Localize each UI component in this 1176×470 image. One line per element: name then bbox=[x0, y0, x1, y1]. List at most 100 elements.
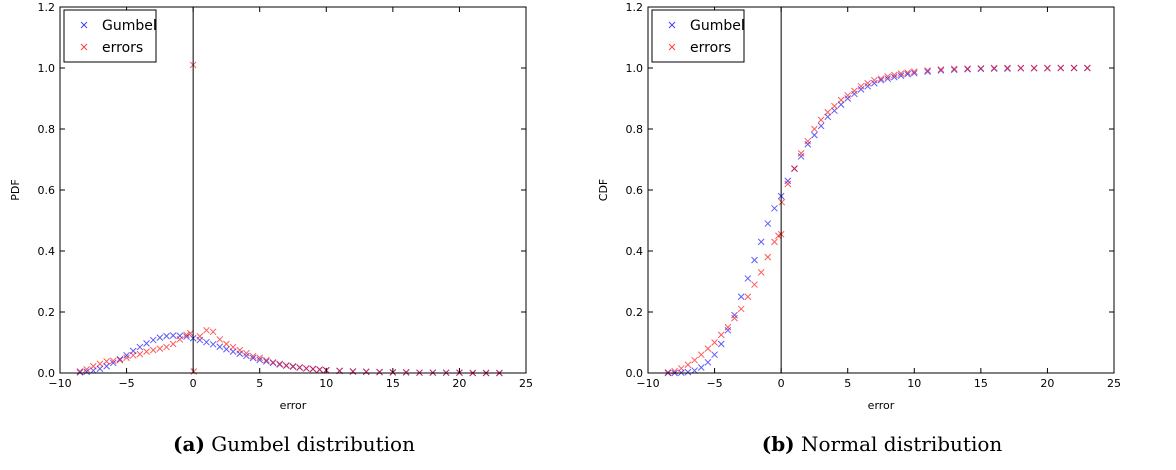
data-point bbox=[169, 332, 177, 339]
data-point bbox=[96, 365, 104, 373]
series-errors-markers bbox=[76, 61, 503, 377]
series-errors-markers bbox=[664, 64, 1091, 376]
data-point bbox=[778, 198, 786, 206]
data-point bbox=[977, 64, 985, 72]
data-point bbox=[123, 354, 130, 362]
data-point bbox=[129, 351, 137, 359]
data-point bbox=[724, 326, 732, 334]
x-tick-label: 5 bbox=[844, 377, 851, 390]
data-point bbox=[844, 92, 852, 99]
data-point bbox=[190, 368, 198, 375]
data-point bbox=[156, 334, 164, 341]
data-point bbox=[817, 116, 825, 124]
data-point bbox=[757, 238, 765, 246]
y-tick-label: 0.4 bbox=[38, 245, 56, 258]
data-point bbox=[216, 336, 224, 343]
data-point bbox=[877, 76, 885, 84]
data-point bbox=[904, 70, 911, 78]
data-point bbox=[156, 345, 164, 352]
data-point bbox=[904, 69, 911, 76]
data-point bbox=[910, 69, 918, 77]
caption-b: (b) Normal distribution bbox=[588, 432, 1176, 456]
x-axis-label: error bbox=[868, 399, 895, 412]
data-point bbox=[276, 360, 284, 368]
data-point bbox=[684, 368, 692, 376]
data-point bbox=[96, 360, 104, 368]
data-point bbox=[183, 331, 190, 339]
y-tick-label: 1.0 bbox=[38, 62, 56, 75]
x-tick-label: 25 bbox=[1107, 377, 1121, 390]
data-point bbox=[263, 358, 270, 365]
data-point bbox=[950, 66, 958, 74]
data-point bbox=[771, 204, 778, 212]
data-point bbox=[1004, 64, 1011, 72]
cdf-chart: −10 −5 0 5 10 15 20 25 0.0 0.2 0.4 0.6 0.8 1.0 1.2 erro… bbox=[597, 1, 1121, 412]
data-point bbox=[76, 368, 84, 375]
data-point bbox=[103, 362, 110, 370]
x-tick-label: −5 bbox=[706, 377, 722, 390]
data-point bbox=[764, 220, 772, 227]
x-tick-label: −10 bbox=[48, 377, 71, 390]
data-point bbox=[83, 368, 90, 376]
data-point bbox=[89, 362, 97, 370]
data-point bbox=[203, 338, 210, 346]
data-point bbox=[731, 311, 738, 319]
x-tick-label: 0 bbox=[778, 377, 785, 390]
y-tick-label: 0.0 bbox=[626, 367, 644, 380]
data-point bbox=[143, 340, 150, 347]
caption-b-label: (b) bbox=[761, 432, 795, 456]
data-point bbox=[811, 125, 818, 133]
data-point bbox=[831, 102, 838, 110]
data-point bbox=[711, 351, 718, 359]
data-point bbox=[289, 362, 297, 370]
data-point bbox=[784, 177, 792, 185]
data-point bbox=[109, 359, 117, 367]
data-point bbox=[256, 354, 264, 362]
chart-panel-b: −10 −5 0 5 10 15 20 25 0.0 0.2 0.4 0.6 0.8 1.0 1.2 erro… bbox=[588, 0, 1176, 470]
data-point bbox=[697, 351, 705, 359]
y-tick-label: 1.0 bbox=[626, 62, 644, 75]
legend-marker bbox=[668, 43, 676, 51]
y-tick-label: 0.2 bbox=[626, 306, 644, 319]
data-point bbox=[302, 365, 310, 372]
x-tick-label: 0 bbox=[190, 377, 197, 390]
data-point bbox=[223, 340, 230, 348]
legend-marker bbox=[80, 43, 88, 51]
data-point bbox=[136, 350, 144, 358]
data-point bbox=[169, 340, 177, 348]
y-tick-label: 1.2 bbox=[38, 1, 56, 14]
data-point bbox=[924, 68, 931, 76]
data-point bbox=[851, 90, 858, 98]
legend-box bbox=[651, 9, 745, 63]
data-point bbox=[1057, 64, 1065, 72]
data-point bbox=[704, 345, 712, 352]
data-point bbox=[937, 66, 945, 73]
legend-label: Gumbel bbox=[690, 18, 745, 34]
data-point bbox=[897, 72, 905, 79]
data-point bbox=[857, 85, 865, 93]
data-point bbox=[757, 268, 765, 276]
data-point bbox=[784, 180, 792, 188]
data-point bbox=[737, 293, 745, 301]
data-point bbox=[1017, 64, 1025, 72]
legend-label: errors bbox=[690, 40, 731, 56]
data-point bbox=[751, 281, 758, 288]
legend-marker bbox=[80, 21, 88, 29]
data-point bbox=[136, 343, 144, 351]
caption-a-text: Gumbel distribution bbox=[211, 432, 415, 456]
series-gumbel-markers bbox=[76, 332, 503, 377]
x-tick-label: −10 bbox=[636, 377, 659, 390]
data-point bbox=[744, 275, 752, 282]
data-point bbox=[263, 356, 270, 364]
data-point bbox=[269, 358, 277, 366]
legend-label: Gumbel bbox=[102, 18, 157, 34]
data-point bbox=[116, 356, 124, 364]
legend-box bbox=[63, 9, 157, 63]
data-point bbox=[216, 343, 224, 351]
data-point bbox=[817, 122, 825, 130]
x-tick-label: 15 bbox=[386, 377, 400, 390]
data-point bbox=[282, 362, 290, 369]
data-point bbox=[910, 68, 918, 76]
data-point bbox=[362, 368, 370, 376]
data-point bbox=[964, 65, 971, 72]
